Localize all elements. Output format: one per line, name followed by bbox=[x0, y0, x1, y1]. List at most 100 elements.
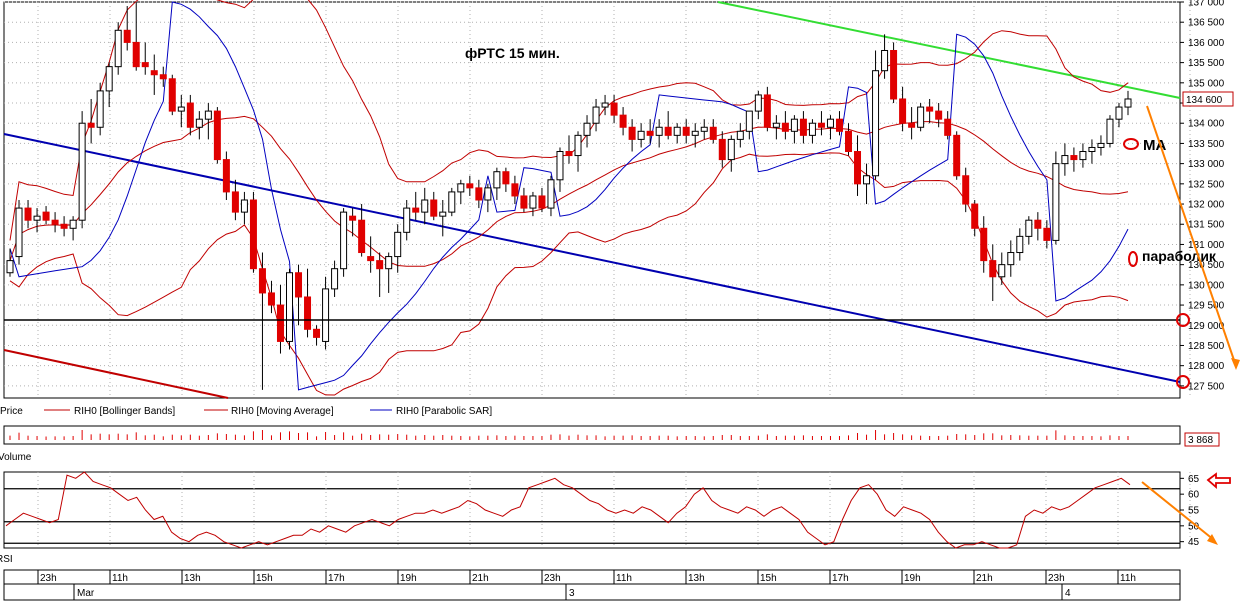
candle-down bbox=[159, 74, 167, 80]
candle-up bbox=[574, 134, 582, 157]
candle-down bbox=[213, 110, 221, 161]
candle-down bbox=[980, 227, 988, 262]
candle-up bbox=[1016, 235, 1024, 254]
candle-up bbox=[286, 272, 293, 342]
rsi-label: RSI bbox=[0, 554, 13, 565]
date-tick-label: Mar bbox=[77, 588, 95, 599]
price-y-tick-label: 128 000 bbox=[1188, 361, 1225, 372]
price-y-tick-label: 130 500 bbox=[1188, 260, 1225, 271]
candle-down bbox=[646, 130, 654, 136]
price-y-tick-label: 129 000 bbox=[1188, 321, 1225, 332]
price-y-tick-label: 132 500 bbox=[1188, 179, 1225, 190]
candle-up bbox=[736, 130, 744, 140]
time-tick-label: 19h bbox=[400, 573, 417, 584]
candle-down bbox=[376, 260, 384, 270]
candle-down bbox=[565, 151, 573, 157]
candle-down bbox=[249, 199, 257, 270]
candle-down bbox=[1043, 227, 1051, 241]
rsi-pointer-arrow bbox=[1206, 472, 1231, 489]
candle-down bbox=[890, 49, 898, 100]
candle-down bbox=[845, 130, 852, 153]
last-price-label: 134 600 bbox=[1186, 95, 1223, 106]
candle-up bbox=[1007, 252, 1015, 266]
candle-down bbox=[430, 199, 438, 217]
candle-down bbox=[502, 171, 510, 185]
candle-up bbox=[745, 110, 753, 132]
candle-up bbox=[556, 151, 564, 181]
candle-down bbox=[944, 118, 952, 136]
candle-down bbox=[24, 207, 32, 221]
candle-down bbox=[664, 126, 672, 136]
candle-up bbox=[1088, 146, 1096, 153]
candle-up bbox=[15, 207, 23, 258]
ma-marker bbox=[1123, 138, 1139, 150]
rsi-y-axis: 45 50 55 60 65 bbox=[1180, 474, 1200, 548]
candle-down bbox=[42, 211, 50, 221]
candle-down bbox=[709, 126, 717, 140]
candle-up bbox=[592, 106, 600, 124]
candle-up bbox=[529, 195, 537, 209]
candle-down bbox=[412, 207, 420, 213]
candle-up bbox=[700, 126, 708, 132]
candle-up bbox=[403, 207, 411, 233]
level-marker-127500 bbox=[1176, 375, 1190, 389]
time-tick-label: 23h bbox=[544, 573, 561, 584]
candle-up bbox=[998, 264, 1006, 278]
legend-ma: RIH0 [Moving Average] bbox=[231, 406, 334, 417]
candle-down bbox=[60, 223, 68, 229]
time-tick-label: 19h bbox=[904, 573, 921, 584]
legend-price: Price bbox=[0, 406, 23, 417]
time-tick-label: 23h bbox=[1048, 573, 1065, 584]
candle-up bbox=[385, 256, 393, 270]
candle-up bbox=[1115, 106, 1123, 120]
forecast-arrow-price-head bbox=[1231, 358, 1240, 370]
time-tick-label: 21h bbox=[976, 573, 993, 584]
candle-down bbox=[763, 94, 771, 128]
candle-down bbox=[313, 328, 321, 338]
candle-down bbox=[349, 215, 357, 221]
moving-average-line bbox=[9, 115, 1129, 267]
candle-up bbox=[917, 106, 925, 128]
candle-up bbox=[204, 110, 212, 120]
candle-down bbox=[682, 126, 690, 136]
price-y-tick-label: 131 500 bbox=[1188, 220, 1225, 231]
candle-down bbox=[276, 304, 284, 342]
candle-down bbox=[817, 122, 825, 128]
candlesticks bbox=[6, 2, 1132, 390]
time-axis bbox=[3, 569, 1181, 601]
price-y-tick-label: 127 500 bbox=[1188, 381, 1225, 392]
candle-up bbox=[691, 130, 699, 136]
volume-label: Volume bbox=[0, 452, 32, 463]
candle-down bbox=[267, 292, 275, 306]
candle-down bbox=[132, 41, 140, 68]
candle-up bbox=[448, 191, 456, 213]
forecast-arrow-rsi-head bbox=[1207, 534, 1218, 545]
candle-up bbox=[69, 219, 77, 229]
candle-up bbox=[872, 70, 880, 177]
bollinger-lower-band bbox=[9, 152, 1129, 396]
candle-down bbox=[628, 126, 636, 140]
time-tick-label: 11h bbox=[1120, 573, 1136, 584]
candle-down bbox=[367, 256, 375, 262]
candle-up bbox=[421, 199, 429, 213]
rsi-grid bbox=[4, 472, 1191, 548]
candle-down bbox=[222, 159, 230, 193]
time-tick-label: 17h bbox=[832, 573, 849, 584]
candle-up bbox=[673, 126, 681, 136]
time-tick-label: 11h bbox=[616, 573, 632, 584]
candle-down bbox=[231, 191, 239, 213]
candle-up bbox=[1097, 142, 1105, 148]
candle-up bbox=[1079, 151, 1087, 161]
rsi-y-tick-label: 50 bbox=[1188, 521, 1200, 532]
date-tick-label: 4 bbox=[1065, 588, 1071, 599]
price-y-tick-label: 134 000 bbox=[1188, 119, 1225, 130]
candle-down bbox=[908, 122, 916, 128]
candle-down bbox=[1070, 155, 1078, 161]
price-y-tick-label: 136 500 bbox=[1188, 18, 1225, 29]
candle-down bbox=[781, 122, 789, 132]
candle-up bbox=[790, 118, 798, 132]
rsi-y-tick-label: 60 bbox=[1188, 490, 1200, 501]
price-y-tick-label: 128 500 bbox=[1188, 341, 1225, 352]
legend-sar: RIH0 [Parabolic SAR] bbox=[396, 406, 492, 417]
